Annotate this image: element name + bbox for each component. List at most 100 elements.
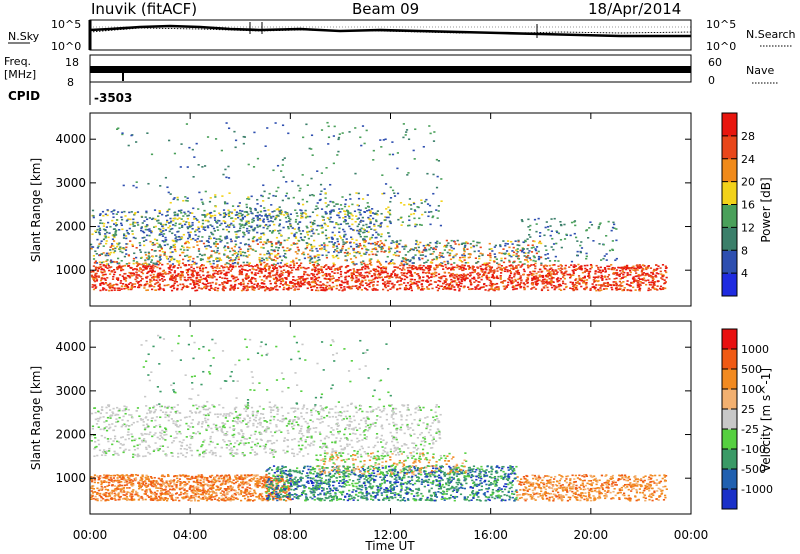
scatter-cell — [198, 240, 201, 243]
scatter-cell — [268, 267, 271, 270]
scatter-cell — [419, 264, 422, 267]
scatter-cell — [218, 224, 222, 227]
scatter-cell — [113, 235, 116, 237]
scatter-cell — [94, 250, 97, 253]
scatter-cell — [208, 274, 211, 277]
scatter-cell — [341, 196, 344, 198]
scatter-cell — [359, 136, 362, 139]
scatter-cell — [586, 275, 590, 278]
scatter-cell — [463, 250, 466, 253]
scatter-cell — [96, 491, 99, 494]
scatter-cell — [295, 282, 298, 285]
scatter-cell — [343, 230, 346, 233]
scatter-cell — [245, 221, 248, 224]
scatter-cell — [252, 277, 255, 279]
scatter-cell — [488, 288, 491, 291]
scatter-cell — [447, 242, 450, 244]
scatter-cell — [270, 245, 273, 248]
scatter-cell — [239, 264, 243, 267]
scatter-cell — [209, 284, 213, 287]
scatter-cell — [259, 260, 262, 263]
scatter-cell — [182, 246, 185, 249]
scatter-cell — [553, 217, 556, 220]
scatter-cell — [389, 280, 392, 283]
scatter-cell — [212, 274, 215, 277]
scatter-cell — [196, 280, 200, 283]
scatter-cell — [461, 264, 464, 266]
scatter-cell — [376, 284, 379, 286]
scatter-cell — [535, 230, 538, 233]
scatter-cell — [625, 283, 629, 286]
scatter-cell — [205, 247, 208, 250]
scatter-cell — [267, 197, 270, 199]
scatter-cell — [376, 241, 379, 243]
scatter-cell — [639, 280, 642, 283]
scatter-cell — [272, 274, 275, 277]
scatter-cell — [453, 266, 456, 269]
scatter-cell — [294, 237, 298, 239]
scatter-cell — [473, 278, 476, 280]
scatter-cell — [453, 241, 456, 243]
scatter-cell — [259, 236, 263, 238]
scatter-cell — [124, 272, 127, 275]
scatter-cell — [247, 213, 250, 215]
scatter-cell — [206, 213, 209, 215]
scatter-cell — [574, 224, 577, 227]
scatter-cell — [366, 263, 369, 266]
scatter-cell — [161, 280, 164, 282]
scatter-cell — [178, 227, 181, 229]
scatter-cell — [371, 242, 374, 245]
scatter-cell — [488, 242, 491, 245]
scatter-cell — [492, 272, 495, 274]
scatter-cell — [236, 253, 240, 256]
scatter-cell — [164, 176, 168, 179]
scatter-cell — [589, 267, 592, 270]
scatter-cell — [322, 289, 325, 292]
scatter-cell — [342, 243, 345, 246]
scatter-cell — [585, 287, 588, 290]
scatter-cell — [534, 248, 537, 250]
scatter-cell — [595, 264, 598, 267]
scatter-cell — [129, 218, 132, 221]
scatter-cell — [266, 216, 269, 219]
scatter-cell — [191, 148, 194, 151]
scatter-cell — [393, 195, 397, 197]
scatter-cell — [316, 276, 319, 279]
scatter-cell — [425, 198, 428, 201]
scatter-cell — [273, 250, 276, 253]
scatter-cell — [354, 127, 357, 129]
scatter-cell — [201, 258, 204, 261]
scatter-cell — [506, 243, 509, 245]
scatter-cell — [186, 217, 190, 220]
scatter-cell — [600, 276, 603, 279]
scatter-cell — [573, 286, 576, 288]
scatter-cell — [386, 255, 389, 258]
scatter-cell — [191, 274, 194, 276]
scatter-cell — [478, 257, 481, 260]
scatter-cell — [175, 280, 178, 283]
scatter-cell — [655, 269, 658, 271]
scatter-cell — [361, 276, 364, 279]
scatter-cell — [583, 264, 586, 267]
scatter-cell — [406, 287, 409, 290]
scatter-cell — [129, 266, 132, 269]
scatter-cell — [320, 224, 324, 227]
scatter-cell — [470, 246, 473, 249]
scatter-cell — [204, 277, 208, 279]
scatter-cell — [296, 267, 300, 269]
scatter-cell — [90, 247, 93, 250]
scatter-cell — [192, 257, 195, 260]
scatter-cell — [472, 245, 475, 248]
scatter-cell — [154, 263, 157, 265]
scatter-cell — [418, 251, 421, 254]
scatter-cell — [414, 247, 417, 249]
scatter-cell — [320, 289, 323, 292]
scatter-cell — [120, 211, 124, 214]
scatter-cell — [113, 273, 116, 276]
scatter-cell — [459, 276, 462, 278]
scatter-cell — [402, 264, 405, 267]
scatter-cell — [176, 267, 179, 269]
scatter-cell — [524, 240, 527, 243]
scatter-cell — [270, 204, 273, 206]
scatter-cell — [322, 266, 326, 269]
